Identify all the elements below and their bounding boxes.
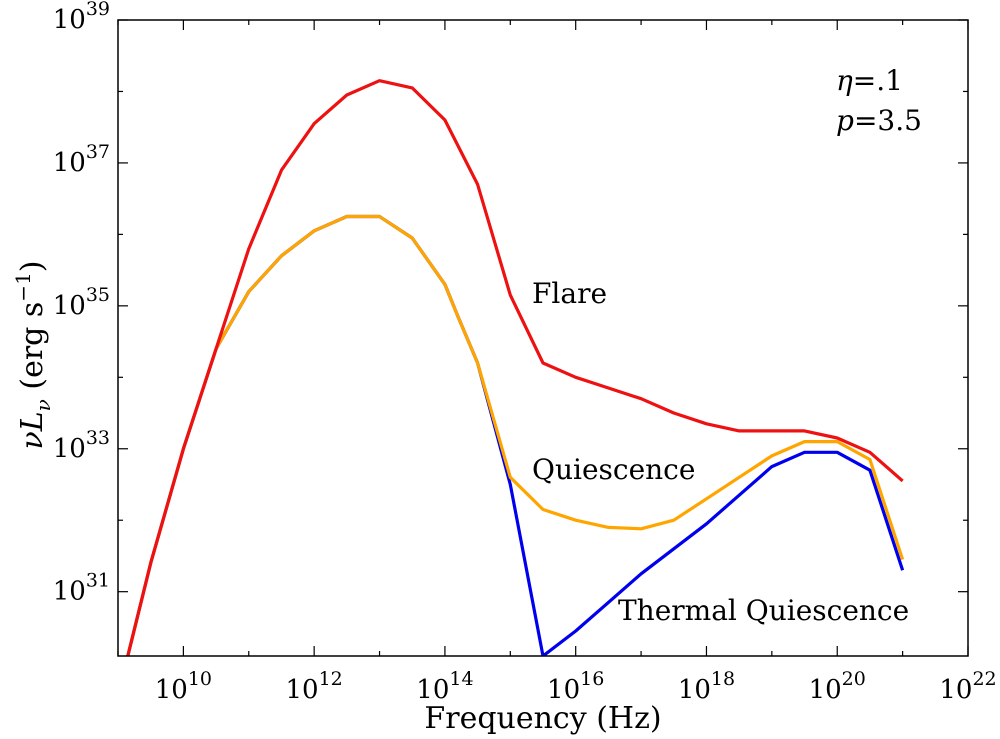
series-label-flare: Flare [532, 277, 607, 310]
series-line-thermal-quiescence [126, 214, 905, 656]
series-layer [126, 79, 905, 656]
param-p-symbol: p [836, 104, 854, 137]
y-tick-label: 1037 [53, 141, 110, 178]
x-tick-label: 1016 [547, 668, 604, 705]
param-eta-symbol: η [836, 64, 853, 97]
series-line-quiescence [126, 214, 905, 656]
param-p-value: 3.5 [877, 104, 922, 137]
labels-layer: 1010 1012 1014 1016 1018 1020 1022 1031 1033 1035… [53, 0, 997, 705]
param-eta-value: .1 [876, 64, 903, 97]
param-eta-eq: = [853, 64, 876, 97]
x-tick-label: 1020 [809, 668, 866, 705]
y-tick-label: 1039 [53, 0, 110, 35]
x-tick-label: 1018 [678, 668, 735, 705]
plot-frame [117, 19, 969, 657]
x-tick-label: 1014 [416, 668, 473, 705]
x-tick-label: 1010 [155, 668, 212, 705]
x-tick-label: 1012 [286, 668, 343, 705]
y-tick-label: 1031 [53, 570, 110, 607]
param-p-eq: = [854, 104, 877, 137]
ticks-layer [117, 19, 969, 656]
series-label-thermal-quiescence: Thermal Quiescence [618, 594, 909, 627]
series-label-quiescence: Quiescence [532, 453, 695, 486]
y-tick-label: 1035 [53, 284, 110, 321]
y-tick-label: 1033 [53, 427, 110, 464]
series-line-flare [126, 79, 904, 656]
y-axis-label: νLν (erg s−1) [11, 260, 55, 449]
parameter-annotation: η=.1 p=3.5 [836, 64, 922, 137]
x-tick-label: 1022 [939, 668, 996, 705]
svg-text:p=3.5: p=3.5 [836, 104, 922, 137]
svg-text:η=.1: η=.1 [836, 64, 903, 97]
x-axis-label: Frequency (Hz) [424, 701, 661, 736]
